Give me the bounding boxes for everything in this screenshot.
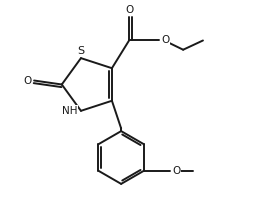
Text: NH: NH <box>62 106 78 116</box>
Text: O: O <box>125 5 133 15</box>
Text: S: S <box>77 46 84 56</box>
Text: O: O <box>161 35 169 46</box>
Text: O: O <box>24 76 32 85</box>
Text: O: O <box>172 166 180 176</box>
